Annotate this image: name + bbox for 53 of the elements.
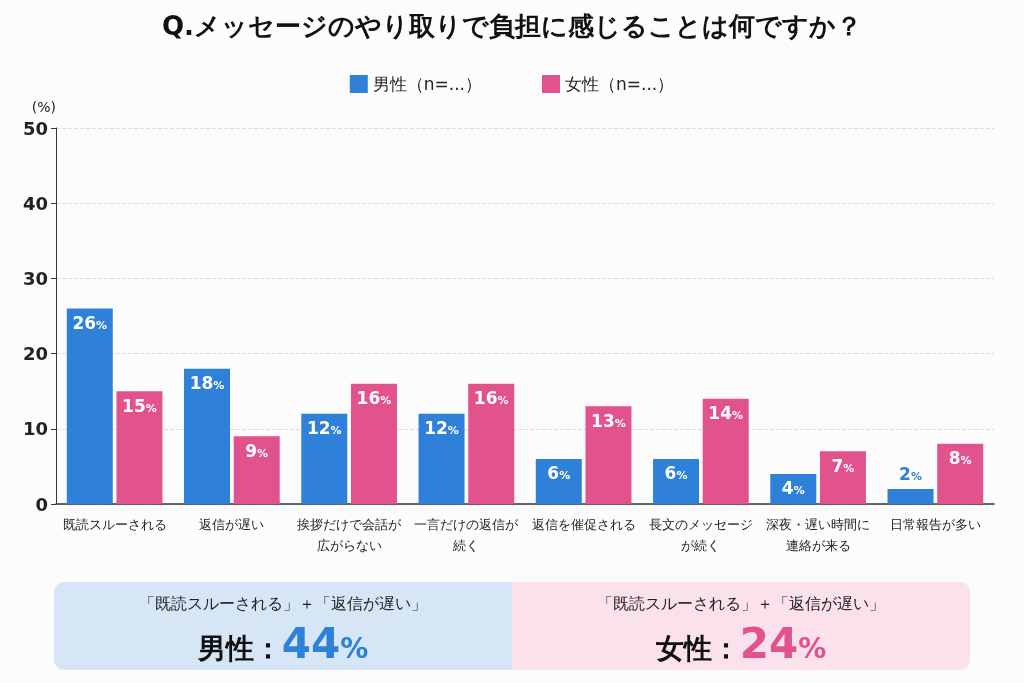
x-tick-label: 返信が遅い [199,517,265,532]
bar [819,451,866,504]
x-tick-label: 既読スルーされる [62,517,167,532]
x-tick-label: 長文のメッセージが続く [648,517,753,553]
data-label: 16% [473,388,509,409]
x-tick-label: 返信を催促される [531,517,636,532]
y-tick-label: 30 [22,267,48,289]
chart-title: Q.メッセージのやり取りで負担に感じることは何ですか？ [162,11,862,41]
bar [184,368,231,504]
y-axis-title: (%) [31,99,56,115]
data-label: 9% [245,440,269,461]
data-label: 14% [708,403,744,424]
text: 男性：44% [196,619,370,668]
bar [233,436,280,504]
x-tick-label: 深夜・遅い時間に連絡が来る [766,517,871,553]
text: 「既読スルーされる」＋「返信が遅い」 [596,594,886,615]
data-label: 12% [424,418,459,439]
data-label: 16% [356,388,392,409]
data-label: 15% [122,395,157,416]
data-label: 12% [306,418,342,439]
bar [468,383,515,504]
bar [702,398,749,504]
data-label: 13% [591,410,626,431]
bar [116,391,163,504]
text: 「既読スルーされる」＋「返信が遅い」 [138,594,428,615]
text: 女性：24% [654,619,828,668]
data-label: 7% [831,455,855,476]
data-label: 18% [189,373,225,394]
y-tick-label: 40 [22,192,48,214]
y-tick-label: 0 [35,493,48,515]
bar [937,443,984,504]
data-label: 6% [664,463,688,484]
data-label: 26% [72,312,108,333]
data-label: 6% [547,463,571,484]
x-tick-label: 日常報告が多い [889,517,981,532]
data-label: 4% [781,478,805,499]
legend-label: 男性（n=...） [372,74,482,94]
x-tick-label: 挨拶だけで会話が広がらない [297,517,403,553]
bar [350,383,397,504]
data-label: 2% [899,464,922,485]
legend-label: 女性（n=...） [565,74,675,94]
y-tick-label: 50 [22,117,48,139]
bar [301,413,348,504]
y-tick-label: 10 [22,418,48,440]
bar [535,458,582,504]
data-label: 8% [948,448,972,469]
bar [585,406,632,504]
bar [887,488,934,504]
bar [66,308,113,504]
bar [418,413,465,504]
x-tick-label: 一言だけの返信が続く [414,517,520,553]
bar [653,458,700,504]
y-tick-label: 20 [22,343,48,365]
